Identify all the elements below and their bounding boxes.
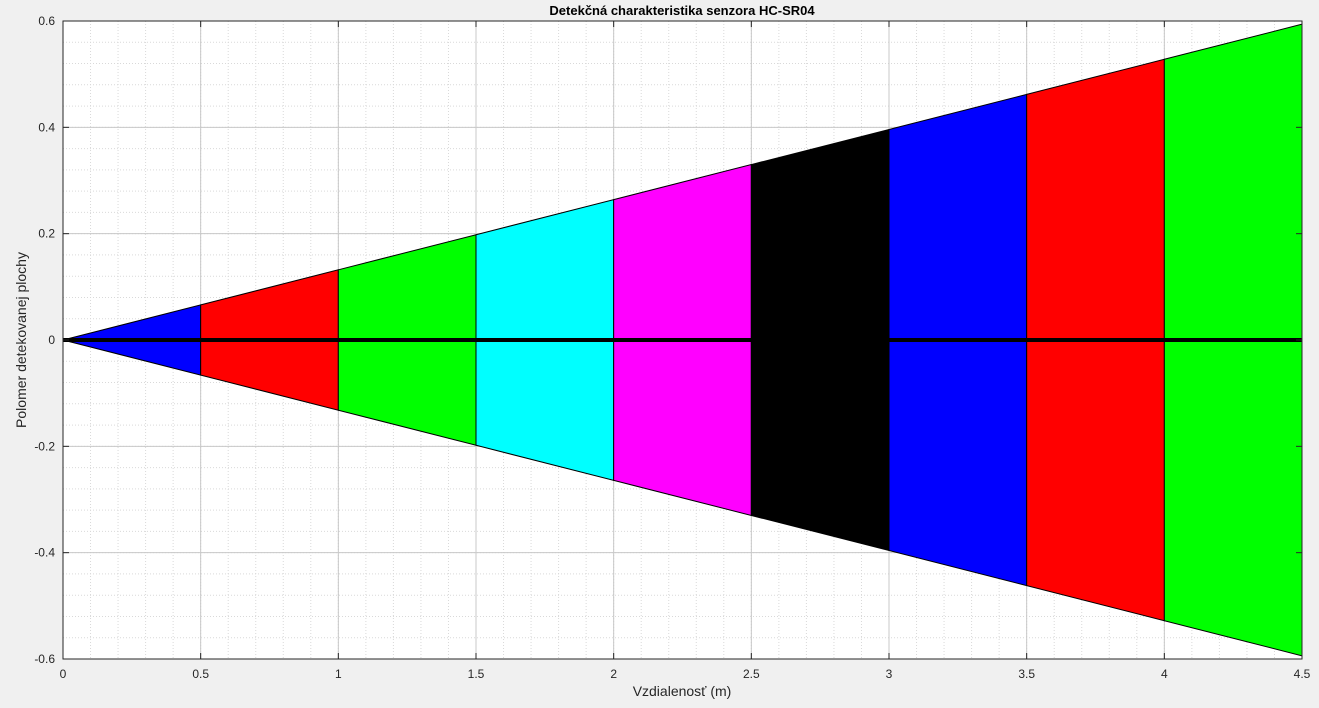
x-tick-label: 1.5 xyxy=(468,667,485,681)
chart-title: Detekčná charakteristika senzora HC-SR04 xyxy=(549,3,815,18)
x-tick-label: 3 xyxy=(886,667,893,681)
x-tick-label: 0 xyxy=(60,667,67,681)
y-tick-label: -0.6 xyxy=(34,652,55,666)
y-tick-label: 0.2 xyxy=(38,227,55,241)
y-tick-labels: -0.6 -0.4 -0.2 0 0.2 0.4 0.6 xyxy=(34,14,55,666)
axis-ticks xyxy=(62,20,1303,660)
x-tick-label: 1 xyxy=(335,667,342,681)
x-tick-label: 2.5 xyxy=(743,667,760,681)
y-tick-label: -0.4 xyxy=(34,546,55,560)
y-axis-label: Polomer detekovanej plochy xyxy=(13,252,29,428)
x-tick-labels: 0 0.5 1 1.5 2 2.5 3 3.5 4 4.5 xyxy=(60,667,1311,681)
y-tick-label: -0.2 xyxy=(34,439,55,453)
y-tick-label: 0.6 xyxy=(38,14,55,28)
y-tick-label: 0 xyxy=(48,333,55,347)
x-tick-label: 4 xyxy=(1161,667,1168,681)
x-tick-label: 2 xyxy=(610,667,617,681)
x-tick-label: 3.5 xyxy=(1018,667,1035,681)
x-tick-label: 0.5 xyxy=(192,667,209,681)
x-tick-label: 4.5 xyxy=(1294,667,1311,681)
x-axis-label: Vzdialenosť (m) xyxy=(633,683,732,699)
y-tick-label: 0.4 xyxy=(38,120,55,134)
